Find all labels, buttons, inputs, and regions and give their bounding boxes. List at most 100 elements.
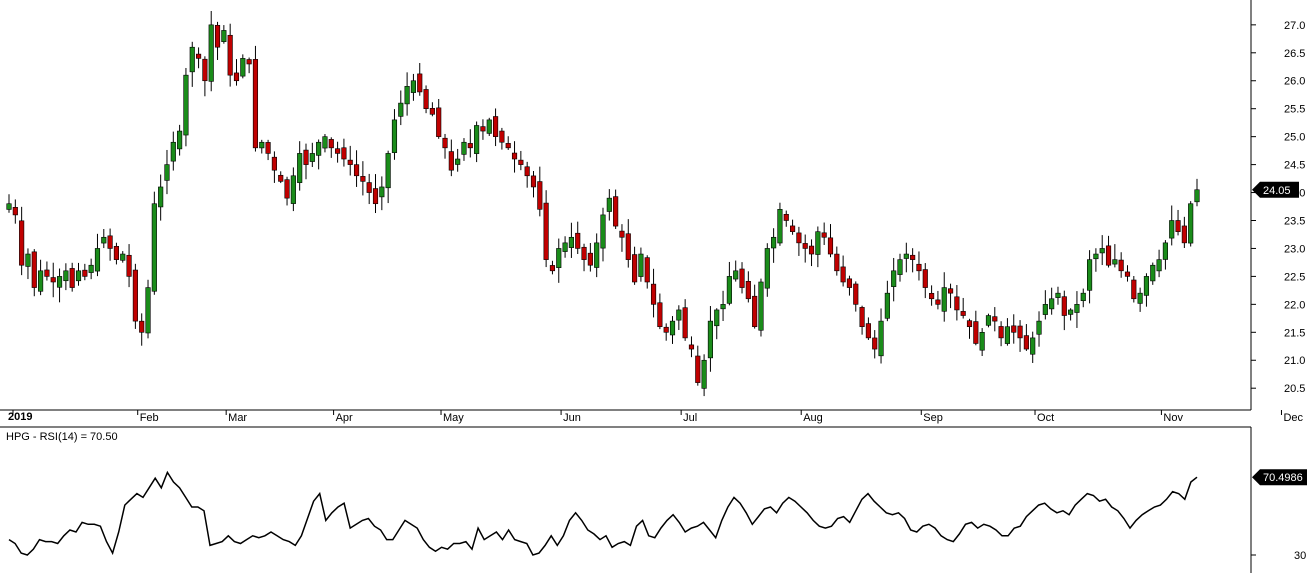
candle-up <box>758 281 764 331</box>
candle-down <box>1175 220 1181 232</box>
candle-down <box>834 253 840 272</box>
candle-up <box>259 141 265 149</box>
y-tick-label: 22.0 <box>1284 299 1305 311</box>
month-label: Aug <box>803 412 823 424</box>
candle-up <box>474 125 480 154</box>
month-label: Jul <box>683 412 697 424</box>
candle-down <box>973 321 979 344</box>
candle-down <box>549 265 556 272</box>
candle-down <box>126 254 132 277</box>
candle-down <box>436 107 442 137</box>
candle-up <box>151 203 157 292</box>
month-label: Jun <box>563 412 581 424</box>
candle-down <box>139 320 145 333</box>
candle-up <box>985 315 992 326</box>
candle-down <box>328 139 334 149</box>
candle-down <box>1105 245 1112 266</box>
candle-up <box>208 24 214 82</box>
candle-down <box>335 148 341 154</box>
candle-up <box>1068 309 1074 315</box>
y-tick-label: 25.5 <box>1284 104 1305 116</box>
candle-down <box>423 89 429 109</box>
candle-down <box>745 281 751 300</box>
candle-down <box>252 59 259 149</box>
month-label: Nov <box>1163 412 1183 424</box>
candle-up <box>701 359 707 389</box>
candle-down <box>1061 296 1067 316</box>
candle-down <box>246 59 252 65</box>
rsi-value-tag-shape <box>1252 469 1307 486</box>
candle-down <box>265 142 271 154</box>
candle-up <box>676 309 682 321</box>
candle-up <box>1156 259 1162 272</box>
candle-up <box>903 253 909 259</box>
candle-up <box>1112 259 1118 265</box>
candle-down <box>480 126 486 132</box>
candle-up <box>1150 264 1156 282</box>
candle-down <box>214 24 221 48</box>
candle-up <box>120 253 126 261</box>
candle-down <box>505 143 511 149</box>
candle-up <box>1169 220 1175 239</box>
candle-up <box>707 320 714 359</box>
candle-down <box>271 156 277 171</box>
candle-up <box>1188 203 1194 244</box>
candle-down <box>113 246 120 260</box>
candle-up <box>158 186 164 208</box>
candle-down <box>448 151 454 171</box>
candle-up <box>183 74 189 136</box>
candle-up <box>714 309 720 327</box>
candle-up <box>88 264 94 273</box>
candle-down <box>537 181 543 210</box>
candle-up <box>1049 298 1055 310</box>
candle-up <box>1194 189 1200 203</box>
candle-down <box>581 246 587 260</box>
price-y-ticks: 20.521.021.522.022.523.023.524.024.525.0… <box>1251 20 1305 395</box>
candle-up <box>1086 259 1093 291</box>
candle-down <box>50 277 56 283</box>
candle-up <box>568 236 574 248</box>
candle-down <box>341 147 347 160</box>
last-price-tag-shape <box>1252 181 1299 198</box>
candle-down <box>417 73 423 93</box>
candle-down <box>821 232 827 238</box>
candle-down <box>511 152 518 160</box>
candle-down <box>947 288 954 294</box>
month-label: Apr <box>336 412 353 424</box>
candle-up <box>404 86 410 105</box>
candle-down <box>1017 325 1023 339</box>
candle-up <box>177 130 183 150</box>
candle-up <box>170 141 176 162</box>
candle-down <box>632 254 638 283</box>
candle-down <box>12 207 18 216</box>
candle-down <box>195 53 202 59</box>
candle-up <box>562 242 568 252</box>
candle-down <box>82 269 88 277</box>
rsi-panel: HPG - RSI(14) = 70.50 30 70.4986 <box>0 426 1307 573</box>
candle-up <box>606 197 612 212</box>
candle-up <box>1143 276 1150 296</box>
candle-up <box>164 164 170 181</box>
candle-down <box>846 278 853 288</box>
year-label: 2019 <box>8 411 32 423</box>
candle-up <box>25 253 31 267</box>
candle-down <box>303 149 309 165</box>
candle-up <box>720 304 726 310</box>
candle-down <box>1023 335 1029 350</box>
candle-up <box>1137 292 1143 304</box>
candle-down <box>613 196 619 227</box>
candle-down <box>19 220 25 266</box>
candle-down <box>625 233 631 260</box>
candle-up <box>6 203 12 210</box>
candle-up <box>221 30 227 42</box>
candle-up <box>94 248 101 272</box>
candle-down <box>107 235 113 249</box>
candle-down <box>663 326 669 333</box>
candle-up <box>1030 337 1036 355</box>
candle-up <box>1055 292 1061 298</box>
y-tick-label: 21.0 <box>1284 355 1305 367</box>
candle-down <box>960 311 966 316</box>
candle-down <box>992 316 998 322</box>
y-tick-label: 23.0 <box>1284 243 1305 255</box>
candle-up <box>878 320 884 357</box>
